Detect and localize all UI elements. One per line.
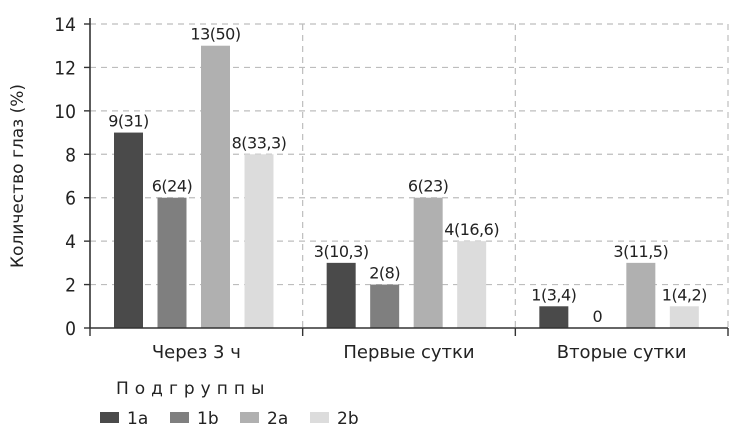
data-label-1b-1: 6(24): [152, 177, 193, 196]
y-tick-label-12: 12: [54, 57, 76, 79]
legend-title: Подгруппы: [116, 379, 270, 399]
bar-2b-2: [457, 241, 487, 328]
data-label-2b-1: 8(33,3): [232, 133, 287, 152]
y-tick-label-14: 14: [54, 14, 76, 36]
y-tick-label-2: 2: [65, 275, 76, 297]
data-label-1b-2: 2(8): [369, 264, 400, 283]
bars: [114, 45, 699, 328]
bar-1b-1: [157, 197, 187, 328]
data-label-2a-1: 13(50): [190, 25, 240, 44]
y-axis-label: Количество глаз (%): [8, 84, 28, 268]
bar-1a-2: [326, 262, 356, 328]
y-tick-label-10: 10: [54, 101, 76, 123]
legend-swatch-1a: [100, 412, 119, 423]
y-tick-label-0: 0: [65, 318, 76, 340]
data-label-2a-3: 3(11,5): [613, 242, 668, 261]
data-labels: 9(31) 6(24) 13(50) 8(33,3) 3(10,3)2(8) 6(23) 4…: [108, 25, 707, 326]
grid-lines: [90, 23, 729, 328]
bar-2b-1: [244, 154, 274, 328]
legend-label-2a: 2a: [267, 409, 288, 429]
data-label-2b-3: 1(4,2): [662, 285, 707, 304]
bar-2a-3: [626, 262, 656, 328]
category-label-3: Вторые сутки: [557, 342, 687, 363]
y-tick-label-4: 4: [65, 231, 76, 253]
bar-1a-3: [539, 306, 569, 328]
data-label-2a-2: 6(23): [408, 177, 449, 196]
legend-swatch-2b: [310, 412, 329, 423]
legend: Подгруппы 1a 1b 2a 2b: [100, 379, 359, 429]
bar-1b-2: [370, 284, 400, 328]
category-label-1: Через 3 ч: [152, 342, 241, 363]
legend-label-2b: 2b: [337, 409, 359, 429]
bar-2a-1: [201, 45, 230, 328]
y-tick-label-8: 8: [65, 144, 76, 166]
bar-2a-2: [413, 197, 443, 328]
data-label-1a-1: 9(31): [108, 112, 149, 131]
legend-swatch-1b: [170, 412, 189, 423]
bar-1a-1: [114, 132, 143, 328]
data-label-1a-3: 1(3,4): [531, 285, 576, 304]
y-tick-label-6: 6: [65, 188, 76, 210]
data-label-1b-3: 0: [592, 307, 602, 326]
data-label-2b-2: 4(16,6): [444, 220, 499, 239]
bar-2b-3: [669, 306, 699, 328]
legend-label-1a: 1a: [127, 409, 148, 429]
data-label-1a-2: 3(10,3): [314, 242, 369, 261]
category-label-2: Первые сутки: [343, 342, 474, 363]
axes: Через 3 ч Первые сутки Вторые сутки 0 2 4 6 8 10…: [54, 14, 729, 363]
legend-swatch-2a: [240, 412, 259, 423]
legend-label-1b: 1b: [197, 409, 219, 429]
